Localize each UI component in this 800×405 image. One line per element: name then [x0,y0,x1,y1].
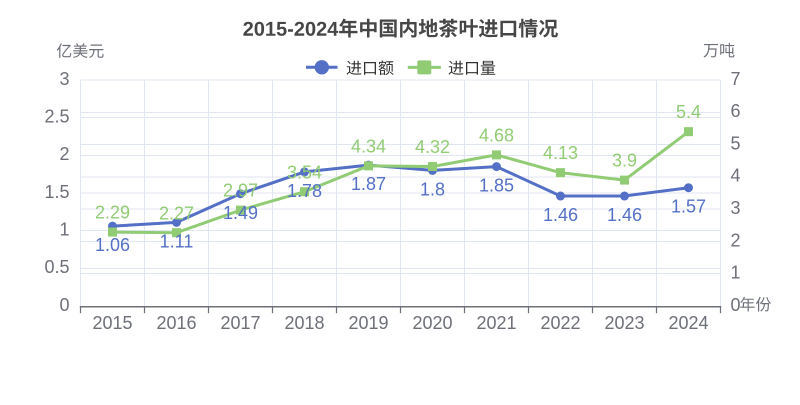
svg-text:2.29: 2.29 [95,203,130,223]
svg-text:2015: 2015 [92,313,132,333]
svg-text:1.57: 1.57 [671,197,706,217]
svg-text:3: 3 [731,198,741,218]
svg-text:1: 1 [731,263,741,283]
svg-text:5: 5 [731,133,741,153]
svg-text:2023: 2023 [604,313,644,333]
svg-text:2.27: 2.27 [159,203,194,223]
svg-text:4.32: 4.32 [415,137,450,157]
svg-text:4.13: 4.13 [543,143,578,163]
svg-text:7: 7 [731,69,741,89]
svg-text:1.8: 1.8 [420,179,445,199]
svg-text:2024: 2024 [668,313,708,333]
svg-text:0: 0 [59,295,69,315]
svg-text:2017: 2017 [220,313,260,333]
svg-text:1.46: 1.46 [543,205,578,225]
svg-text:4.68: 4.68 [479,126,514,146]
svg-text:0: 0 [731,295,741,315]
svg-text:2021: 2021 [476,313,516,333]
svg-text:2: 2 [59,144,69,164]
svg-text:6: 6 [731,101,741,121]
svg-text:1.49: 1.49 [223,203,258,223]
svg-text:1.87: 1.87 [351,174,386,194]
svg-text:2019: 2019 [348,313,388,333]
svg-text:2.97: 2.97 [223,181,258,201]
svg-text:2018: 2018 [284,313,324,333]
svg-text:2.5: 2.5 [44,107,69,127]
svg-text:2: 2 [731,230,741,250]
svg-text:1.46: 1.46 [607,205,642,225]
svg-text:3: 3 [59,69,69,89]
svg-text:1.11: 1.11 [160,231,194,251]
svg-text:3.54: 3.54 [287,162,322,182]
svg-text:1.85: 1.85 [479,176,514,196]
svg-text:2016: 2016 [156,313,196,333]
svg-text:1: 1 [59,220,69,240]
svg-text:1.06: 1.06 [95,235,130,255]
svg-text:4.34: 4.34 [351,136,386,156]
svg-text:5.4: 5.4 [676,102,701,122]
svg-text:1.78: 1.78 [287,181,322,201]
svg-text:2020: 2020 [412,313,452,333]
svg-text:2022: 2022 [540,313,580,333]
svg-text:0.5: 0.5 [44,257,69,277]
svg-text:3.9: 3.9 [612,151,637,171]
svg-text:1.5: 1.5 [44,182,69,202]
svg-text:4: 4 [731,166,741,186]
